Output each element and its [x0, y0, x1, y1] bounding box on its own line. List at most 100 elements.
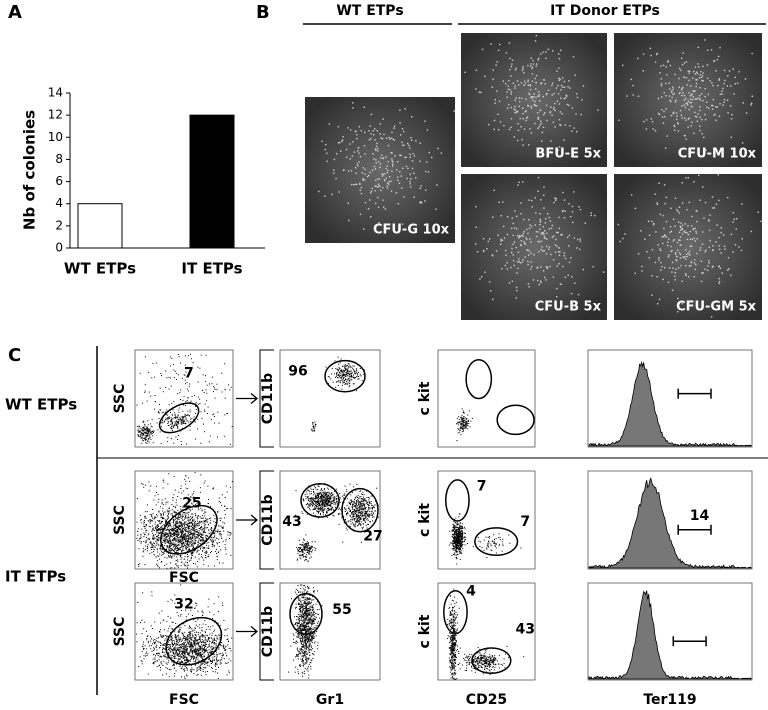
event [303, 548, 305, 550]
event [336, 373, 338, 375]
cell [666, 135, 668, 137]
event [185, 515, 187, 517]
event [367, 519, 369, 521]
event [222, 562, 224, 564]
cell [694, 115, 697, 118]
event [182, 417, 184, 418]
cell [532, 96, 535, 98]
y-axis-label: CD11b [260, 494, 276, 545]
event [162, 391, 164, 393]
event [177, 415, 179, 417]
event [339, 362, 341, 364]
event [329, 501, 331, 503]
event [187, 540, 189, 542]
cell [731, 300, 733, 302]
event [166, 535, 168, 537]
event [210, 419, 212, 421]
event [144, 517, 146, 519]
cell [546, 238, 548, 240]
event [311, 546, 313, 548]
event [351, 500, 353, 502]
event [349, 514, 351, 516]
cell [408, 144, 410, 147]
event [166, 509, 168, 511]
event [143, 521, 145, 523]
event [347, 511, 349, 513]
event [318, 517, 319, 519]
event [339, 513, 341, 515]
event [140, 538, 142, 540]
cell [551, 94, 553, 96]
cell [393, 125, 396, 127]
event [336, 369, 338, 371]
event [367, 509, 369, 511]
cell [662, 64, 665, 66]
event [187, 512, 189, 514]
event [352, 367, 354, 369]
cell [568, 80, 570, 82]
event [152, 509, 153, 510]
cell [538, 241, 541, 243]
event [321, 488, 322, 490]
event [364, 506, 365, 508]
event [305, 543, 307, 544]
cell [687, 225, 689, 227]
cell [377, 183, 380, 185]
cell [669, 231, 671, 234]
event [351, 500, 353, 502]
event [318, 502, 320, 504]
event [311, 498, 313, 500]
event [150, 425, 152, 427]
event [321, 509, 323, 511]
cell [566, 95, 568, 97]
event [206, 537, 208, 539]
gate-percent: 27 [363, 529, 382, 545]
event [188, 514, 189, 516]
event [152, 525, 153, 527]
event [318, 496, 319, 497]
cell [685, 102, 687, 105]
cell [387, 160, 389, 163]
event [136, 497, 138, 499]
event [181, 423, 183, 425]
event [462, 427, 464, 429]
event [369, 511, 371, 512]
event [363, 519, 365, 521]
event [306, 549, 307, 551]
event [332, 494, 334, 496]
event [184, 518, 185, 520]
event [465, 423, 467, 425]
event [313, 491, 315, 493]
event [189, 560, 190, 562]
event [353, 486, 355, 488]
cell [720, 227, 722, 229]
event [206, 413, 208, 414]
event [169, 544, 171, 546]
event [370, 534, 372, 536]
event [192, 520, 193, 521]
cell [527, 64, 529, 67]
event [335, 502, 337, 504]
event [317, 511, 319, 513]
cell [557, 231, 559, 234]
cell [328, 123, 331, 125]
event [311, 499, 313, 501]
event [187, 540, 189, 542]
event [337, 508, 339, 510]
event [166, 520, 167, 522]
cell [718, 280, 721, 283]
event [152, 528, 154, 530]
cell [744, 78, 747, 80]
event [182, 399, 184, 401]
event [353, 500, 355, 502]
event [187, 528, 189, 530]
cell [715, 203, 718, 205]
event [349, 385, 351, 387]
event [203, 540, 205, 542]
event [211, 551, 212, 553]
cell [702, 65, 704, 68]
gate [465, 358, 493, 400]
cell [375, 162, 377, 164]
event [321, 510, 323, 512]
event [183, 534, 185, 536]
